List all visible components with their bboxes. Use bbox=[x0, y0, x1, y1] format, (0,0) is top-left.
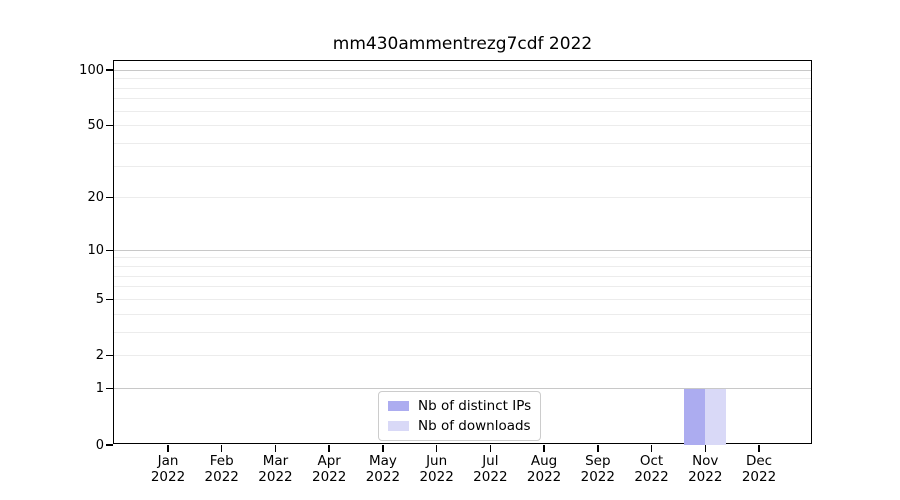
y-tick-label: 1 bbox=[95, 381, 104, 397]
x-tick-label: Dec 2022 bbox=[741, 453, 777, 485]
y-tick-label: 100 bbox=[79, 62, 104, 78]
gridline bbox=[114, 69, 811, 71]
gridline bbox=[114, 355, 811, 357]
x-tick-label: Jan 2022 bbox=[150, 453, 186, 485]
x-tick-label: Aug 2022 bbox=[526, 453, 562, 485]
x-tick-mark bbox=[221, 445, 223, 452]
x-tick-label: Mar 2022 bbox=[258, 453, 293, 485]
y-tick-label: 0 bbox=[95, 437, 104, 453]
gridline bbox=[114, 197, 811, 199]
x-tick-mark bbox=[274, 445, 277, 452]
y-tick-mark bbox=[106, 124, 113, 127]
x-tick-label: Oct 2022 bbox=[634, 453, 669, 485]
legend-item: Nb of distinct IPs bbox=[388, 398, 531, 414]
x-tick-mark bbox=[650, 445, 653, 452]
legend-item: Nb of downloads bbox=[388, 418, 531, 434]
plot-area: 0 1 2 5 10 20 50 100 Jan 2022 Feb 2022 Mar 2022 Apr 202… bbox=[79, 60, 812, 485]
legend-label: Nb of downloads bbox=[418, 418, 531, 434]
gridline bbox=[114, 257, 811, 259]
legend-swatch bbox=[388, 401, 409, 411]
gridline bbox=[114, 98, 811, 100]
x-tick-label: Sep 2022 bbox=[580, 453, 615, 485]
x-tick-mark bbox=[328, 445, 330, 452]
y-tick-mark bbox=[106, 298, 113, 301]
x-tick-mark bbox=[435, 445, 438, 452]
y-tick-mark bbox=[106, 69, 113, 71]
bar-distinct-ips bbox=[684, 388, 706, 445]
y-tick-label: 10 bbox=[87, 242, 104, 258]
x-tick-label: Jun 2022 bbox=[419, 453, 454, 485]
gridline bbox=[114, 87, 811, 89]
gridline bbox=[114, 275, 811, 277]
gridline bbox=[114, 388, 811, 390]
y-tick-label: 2 bbox=[95, 348, 104, 364]
x-tick-mark bbox=[704, 445, 706, 452]
gridline bbox=[114, 286, 811, 288]
y-tick-mark bbox=[106, 355, 113, 357]
gridline bbox=[114, 266, 811, 268]
legend-label: Nb of distinct IPs bbox=[418, 398, 532, 414]
gridline bbox=[114, 78, 811, 80]
x-tick-mark bbox=[167, 445, 169, 452]
gridline bbox=[114, 125, 811, 127]
gridline bbox=[114, 298, 811, 300]
bar-downloads bbox=[705, 388, 727, 445]
gridline bbox=[114, 249, 811, 251]
legend: Nb of distinct IPs Nb of downloads bbox=[378, 391, 542, 441]
y-tick-mark bbox=[106, 249, 113, 251]
x-tick-label: Apr 2022 bbox=[311, 453, 347, 485]
x-tick-label: May 2022 bbox=[365, 453, 401, 485]
y-tick-mark bbox=[106, 444, 113, 446]
x-tick-mark bbox=[543, 445, 545, 452]
gridline bbox=[114, 331, 811, 333]
y-tick-label: 50 bbox=[87, 118, 104, 134]
gridline bbox=[114, 313, 811, 315]
x-tick-label: Feb 2022 bbox=[204, 453, 239, 485]
y-tick-mark bbox=[106, 387, 113, 390]
x-tick-mark bbox=[758, 445, 760, 452]
x-tick-mark bbox=[489, 445, 492, 452]
gridline bbox=[114, 110, 811, 112]
y-tick-mark bbox=[106, 196, 113, 199]
y-tick-label: 20 bbox=[87, 190, 104, 206]
x-tick-label: Jul 2022 bbox=[473, 453, 508, 485]
gridline bbox=[114, 142, 811, 144]
x-tick-mark bbox=[597, 445, 599, 452]
x-tick-label: Nov 2022 bbox=[688, 453, 723, 485]
chart-title: mm430ammentrezg7cdf 2022 bbox=[332, 34, 593, 54]
gridline bbox=[114, 165, 811, 167]
legend-swatch bbox=[388, 421, 409, 431]
y-tick-label: 5 bbox=[95, 291, 104, 307]
x-tick-mark bbox=[382, 445, 384, 452]
